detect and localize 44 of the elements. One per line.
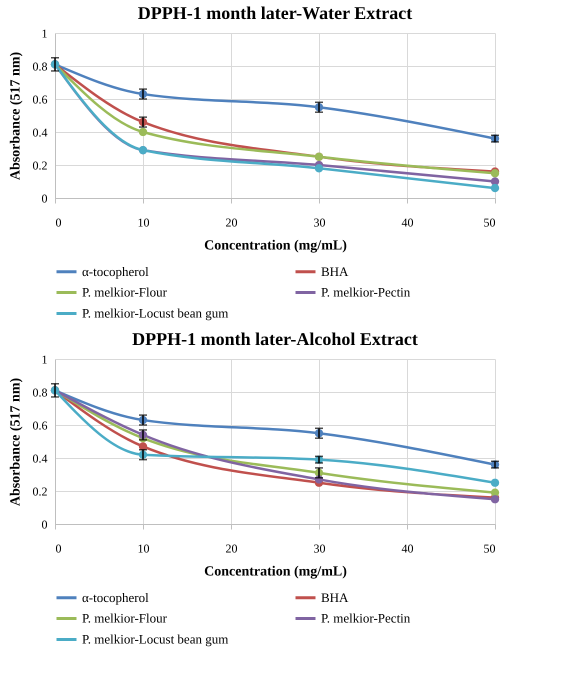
point: [490, 478, 500, 487]
legend-label: P. melkior-Flour: [82, 284, 168, 300]
y-tick-label: 0: [42, 518, 48, 532]
legend-label: P. melkior-Locust bean gum: [82, 306, 228, 320]
x-tick-label: 50: [484, 216, 496, 230]
y-tick-label: 0.8: [32, 60, 48, 74]
legend-label: α-tocopherol: [82, 590, 150, 605]
y-tick-label: 0.6: [32, 418, 48, 432]
x-tick-label: 50: [484, 542, 496, 556]
legend-label: BHA: [321, 264, 350, 279]
x-tick-label: 30: [314, 216, 326, 230]
chart-title: DPPH-1 month later-Alcohol Extract: [132, 329, 418, 349]
x-axis-title: Concentration (mg/mL): [204, 238, 348, 254]
x-axis-title: Concentration (mg/mL): [204, 564, 348, 580]
y-tick-label: 0.4: [32, 126, 48, 140]
x-tick-label: 40: [402, 216, 414, 230]
y-axis-title: Absorbance (517 nm): [8, 52, 24, 180]
y-tick-label: 1: [42, 352, 48, 366]
y-tick-label: 0.2: [32, 484, 48, 498]
y-tick-label: 0.4: [32, 452, 48, 466]
x-tick-label: 20: [226, 216, 238, 230]
x-tick-label: 30: [314, 542, 326, 556]
legend-label: P. melkior-Pectin: [321, 284, 411, 300]
y-tick-label: 0.6: [32, 92, 48, 106]
x-tick-label: 10: [138, 542, 150, 556]
x-tick-label: 0: [56, 216, 62, 230]
legend-label: P. melkior-Pectin: [321, 610, 411, 626]
point: [138, 128, 148, 136]
x-tick-label: 20: [226, 542, 238, 556]
point: [314, 164, 324, 172]
x-tick-label: 0: [56, 542, 62, 556]
y-tick-label: 0: [42, 192, 48, 206]
legend-label: P. melkior-Locust bean gum: [82, 632, 228, 646]
legend-label: BHA: [321, 590, 350, 605]
legend-label: α-tocopherol: [82, 264, 150, 279]
y-tick-label: 0.8: [32, 386, 48, 400]
y-tick-label: 0.2: [32, 158, 48, 172]
y-axis-title: Absorbance (517 nm): [8, 378, 24, 506]
y-tick-label: 1: [42, 26, 48, 40]
chart-title: DPPH-1 month later-Water Extract: [138, 3, 412, 23]
legend-label: P. melkior-Flour: [82, 610, 168, 626]
point: [490, 184, 500, 192]
x-tick-label: 10: [138, 216, 150, 230]
x-tick-label: 40: [402, 542, 414, 556]
